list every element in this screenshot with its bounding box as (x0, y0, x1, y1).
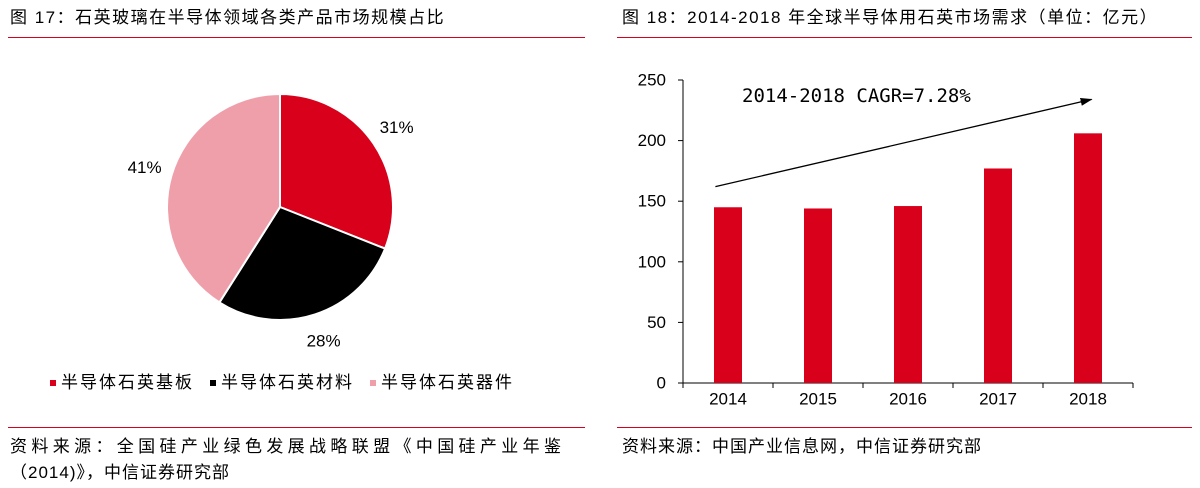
pie-slice-1 (279, 92, 394, 250)
bar-chart: 0 50 100 150 200 250 2014 2015 2016 2017 2018 2014-… (638, 71, 1134, 409)
figure-18-source-line-1: 资料来源：中国产业信息网，中信证券研究部 (622, 437, 982, 456)
figure-18-title: 图 18：2014-2018 年全球半导体用石英市场需求（单位：亿元） (622, 8, 1159, 27)
bar-2016 (894, 206, 922, 383)
x-tick-label-2014: 2014 (709, 390, 747, 409)
figure-18-top-rule (617, 37, 1192, 38)
pie-value-label-3: 41% (128, 158, 162, 177)
y-tick-label-150: 150 (638, 192, 666, 211)
y-tick-label-200: 200 (638, 131, 666, 150)
trend-arrow (715, 97, 1093, 188)
x-tick-label-2018: 2018 (1069, 390, 1107, 409)
figure-17-title: 图 17：石英玻璃在半导体领域各类产品市场规模占比 (10, 8, 446, 27)
pie-slice-3 (166, 92, 281, 304)
legend-swatch-3 (370, 380, 376, 386)
x-tick-label-2015: 2015 (799, 390, 837, 409)
y-tick-label-100: 100 (638, 252, 666, 271)
x-tick-label-2017: 2017 (979, 390, 1017, 409)
legend-item-2: 半导体石英材料 (210, 372, 354, 394)
figure-17-bottom-rule (8, 427, 585, 428)
x-tick-label-2016: 2016 (889, 390, 927, 409)
legend-swatch-1 (50, 380, 56, 386)
y-tick-label-50: 50 (647, 313, 666, 332)
y-tick-label-250: 250 (638, 71, 666, 90)
pie-value-label-1: 31% (380, 118, 414, 137)
legend-label-2: 半导体石英材料 (221, 373, 354, 392)
legend-label-1: 半导体石英基板 (61, 373, 194, 392)
figure-18-source: 资料来源：中国产业信息网，中信证券研究部 (622, 434, 982, 460)
bar-2017 (984, 168, 1012, 383)
legend-item-3: 半导体石英器件 (370, 372, 514, 394)
pie-chart: 31% 28% 41% (128, 92, 414, 351)
figure-17-top-rule (8, 37, 585, 38)
figure-17-source-line-1: 资料来源：全国硅产业绿色发展战略联盟《中国硅产业年鉴 (10, 437, 562, 456)
figure-17-source: 资料来源：全国硅产业绿色发展战略联盟《中国硅产业年鉴 （2014)》，中信证券研… (10, 434, 562, 486)
bar-2014 (714, 207, 742, 383)
legend-label-3: 半导体石英器件 (381, 373, 514, 392)
cagr-annotation: 2014-2018 CAGR=7.28% (742, 85, 971, 107)
bar-2018 (1074, 133, 1102, 383)
legend-item-1: 半导体石英基板 (50, 372, 194, 394)
pie-slice-2 (218, 205, 387, 321)
figure-17-source-line-2: （2014)》，中信证券研究部 (10, 463, 230, 482)
figure-18-bottom-rule (617, 427, 1192, 428)
y-tick-label-0: 0 (657, 374, 666, 393)
legend-swatch-2 (210, 380, 216, 386)
pie-legend: 半导体石英基板 半导体石英材料 半导体石英器件 (50, 372, 514, 394)
bar-2015 (804, 208, 832, 383)
pie-value-label-2: 28% (307, 332, 341, 351)
